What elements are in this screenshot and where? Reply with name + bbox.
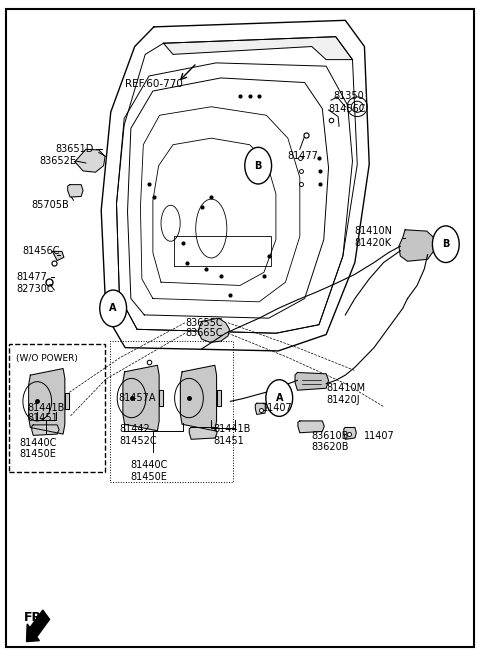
Text: B: B [442,239,449,249]
Polygon shape [52,251,64,260]
Polygon shape [32,425,59,436]
Polygon shape [163,37,352,60]
Polygon shape [298,421,324,433]
Text: 81420J: 81420J [326,395,360,405]
Circle shape [100,290,127,327]
Polygon shape [123,365,159,431]
Text: 81457A: 81457A [118,393,156,403]
Text: 11407: 11407 [363,431,394,441]
Text: A: A [109,303,117,314]
Text: 81452C: 81452C [120,436,157,445]
Text: (W/O POWER): (W/O POWER) [16,354,78,363]
Text: 83651D: 83651D [56,144,94,154]
Text: A: A [276,393,283,403]
Text: 81451: 81451 [27,413,58,423]
Polygon shape [29,369,65,434]
Polygon shape [180,365,216,431]
Text: 81450E: 81450E [19,449,56,459]
Polygon shape [159,390,163,406]
Text: 81451: 81451 [214,436,244,445]
Text: 83610B: 83610B [312,431,349,441]
Text: 85705B: 85705B [32,200,70,210]
Text: 81350: 81350 [333,91,364,100]
Polygon shape [216,390,221,406]
Text: 81477: 81477 [288,151,319,161]
Text: 81440C: 81440C [130,461,168,470]
Circle shape [245,148,272,184]
Text: 81420K: 81420K [355,238,392,248]
Polygon shape [198,318,229,342]
Polygon shape [65,394,69,409]
Text: 81440C: 81440C [19,438,56,447]
Text: 82730C: 82730C [16,284,54,294]
Text: 11407: 11407 [262,403,292,413]
Text: 81441B: 81441B [27,403,64,413]
Polygon shape [295,373,328,390]
Polygon shape [75,150,105,173]
Text: FR.: FR. [24,611,47,625]
Text: 81410M: 81410M [326,383,365,393]
Text: 83655C: 83655C [185,318,223,328]
Circle shape [432,226,459,262]
Text: B: B [254,161,262,171]
Text: 83665C: 83665C [185,328,222,338]
Text: 83652E: 83652E [39,156,76,166]
Text: REF.60-770: REF.60-770 [125,79,183,89]
Polygon shape [68,184,83,197]
Polygon shape [189,428,217,440]
Polygon shape [26,610,49,642]
Text: 81477: 81477 [16,272,48,282]
Polygon shape [344,428,356,440]
Text: 81456C: 81456C [22,246,60,256]
Text: 81441B: 81441B [214,424,251,434]
Polygon shape [399,230,434,261]
Polygon shape [255,403,266,415]
Circle shape [266,380,293,417]
Text: 81442: 81442 [120,424,150,434]
Text: 81410N: 81410N [355,226,393,236]
Text: 81450E: 81450E [130,472,167,482]
Text: 83620B: 83620B [312,442,349,452]
Text: 81456C: 81456C [328,104,366,113]
